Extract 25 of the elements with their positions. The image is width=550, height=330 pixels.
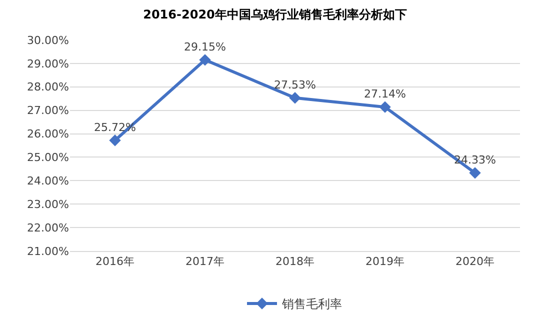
data-label: 29.15%	[184, 40, 226, 54]
y-tick-label: 26.00%	[27, 128, 69, 141]
x-tick-label: 2019年	[366, 255, 404, 268]
y-tick-label: 24.00%	[27, 174, 69, 188]
x-tick-label: 2017年	[186, 255, 224, 268]
data-label: 27.14%	[364, 88, 406, 101]
chart-title: 2016-2020年中国乌鸡行业销售毛利率分析如下	[143, 7, 407, 22]
x-tick-label: 2018年	[276, 255, 314, 268]
legend-label: 销售毛利率	[281, 297, 342, 312]
point	[469, 167, 481, 179]
x-tick-label: 2020年	[456, 255, 494, 268]
y-tick-label: 28.00%	[27, 80, 69, 94]
y-tick-label: 30.00%	[27, 34, 69, 47]
data-label: 27.53%	[274, 78, 316, 92]
y-tick-label: 23.00%	[27, 198, 69, 211]
point	[379, 101, 391, 113]
point	[199, 54, 211, 66]
y-tick-label: 21.00%	[27, 244, 69, 258]
y-tick-label: 29.00%	[27, 57, 69, 70]
y-tick-label: 25.00%	[27, 151, 69, 164]
y-tick-label: 22.00%	[27, 221, 69, 234]
point	[289, 92, 301, 104]
y-tick-label: 27.00%	[27, 104, 69, 118]
x-tick-label: 2016年	[96, 255, 134, 268]
point	[109, 134, 121, 146]
